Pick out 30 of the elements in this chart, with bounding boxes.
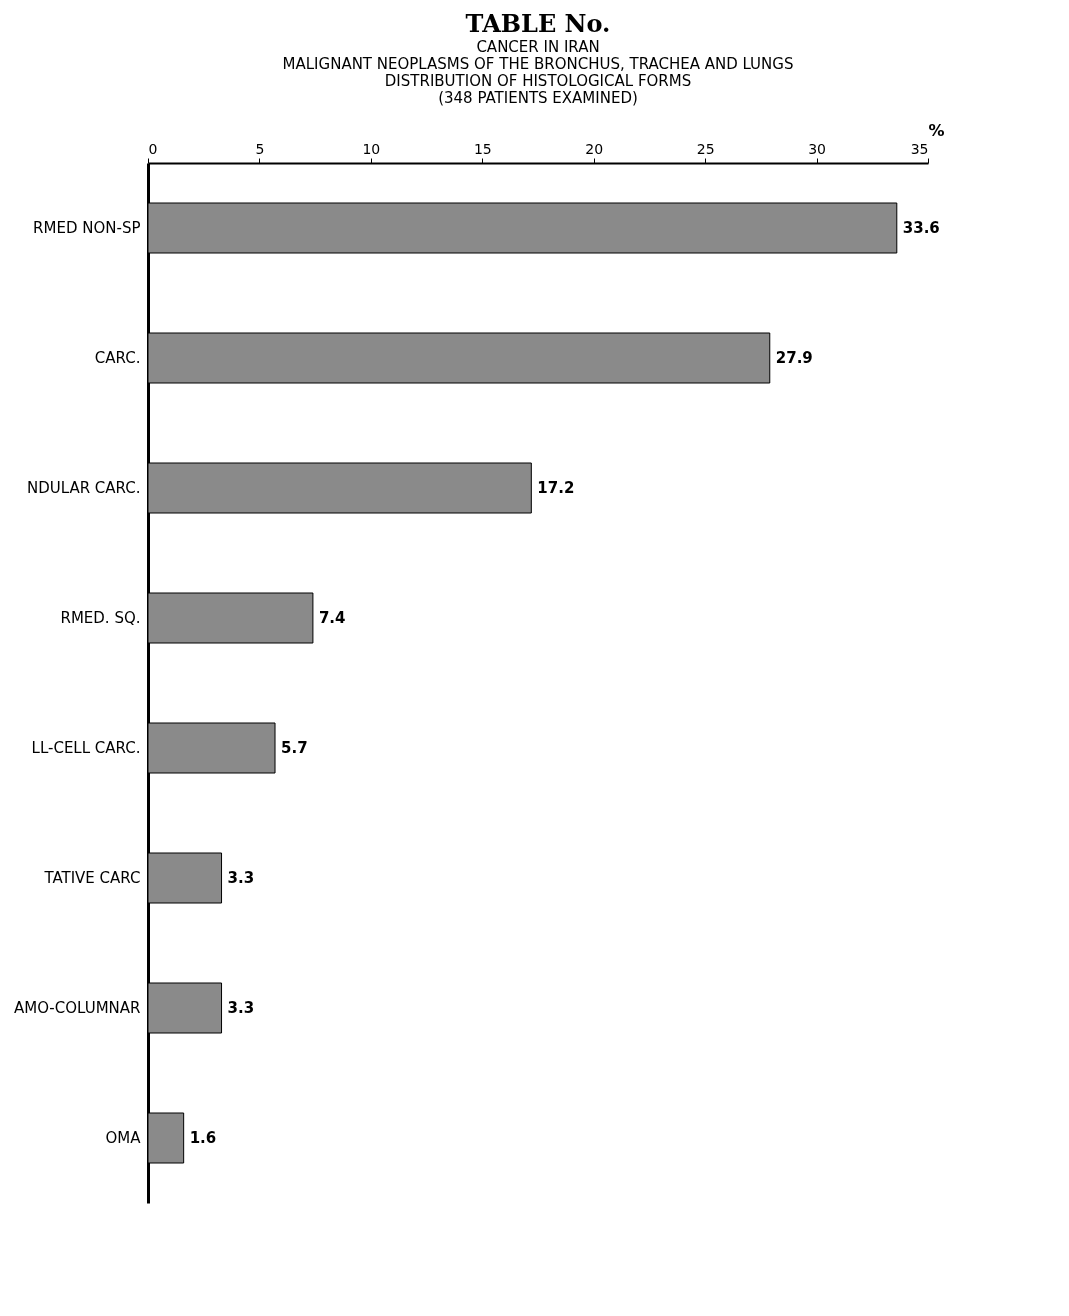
data-label: 3.3	[227, 869, 255, 887]
x-tick-label: 30	[808, 140, 826, 157]
text: DISTRIBUTION OF HISTOLOGICAL FORMS	[384, 72, 692, 90]
y-tick-label: LL-CELL CARC.	[31, 739, 141, 757]
data-label: 5.7	[281, 739, 308, 757]
y-tick-label: RMED NON-SP	[33, 219, 141, 237]
y-tick-label: CARC.	[94, 349, 141, 367]
x-tick-label: 5	[255, 140, 265, 157]
x-tick-label: 10	[362, 140, 381, 157]
data-label: 33.6	[902, 219, 940, 237]
x-tick-label: 35	[910, 140, 929, 157]
chart-subtitle: CANCER IN IRAN	[476, 38, 600, 56]
y-tick-label: TATIVE CARC	[43, 869, 141, 887]
data-label: 1.6	[189, 1129, 217, 1147]
y-tick-label: NDULAR CARC.	[26, 479, 141, 497]
x-tick-label: 20	[585, 140, 604, 157]
data-label: 7.4	[318, 609, 346, 627]
x-tick-label: 15	[473, 140, 492, 157]
chart-title: TABLE No.	[465, 9, 611, 38]
y-tick-label: OMA	[105, 1129, 142, 1147]
y-tick-label: AMO-COLUMNAR	[13, 999, 141, 1017]
x-axis-title: %	[928, 120, 945, 140]
y-tick-label: RMED. SQ.	[60, 609, 141, 627]
data-label: 27.9	[775, 349, 813, 367]
data-label: 3.3	[227, 999, 255, 1017]
text: MALIGNANT NEOPLASMS OF THE BRONCHUS, TRACHEA AND LUNGS	[282, 55, 794, 73]
x-tick-label: 0	[148, 140, 158, 157]
x-tick-label: 25	[696, 140, 715, 157]
data-label: 17.2	[537, 479, 575, 497]
text: (348 PATIENTS EXAMINED)	[438, 89, 638, 107]
